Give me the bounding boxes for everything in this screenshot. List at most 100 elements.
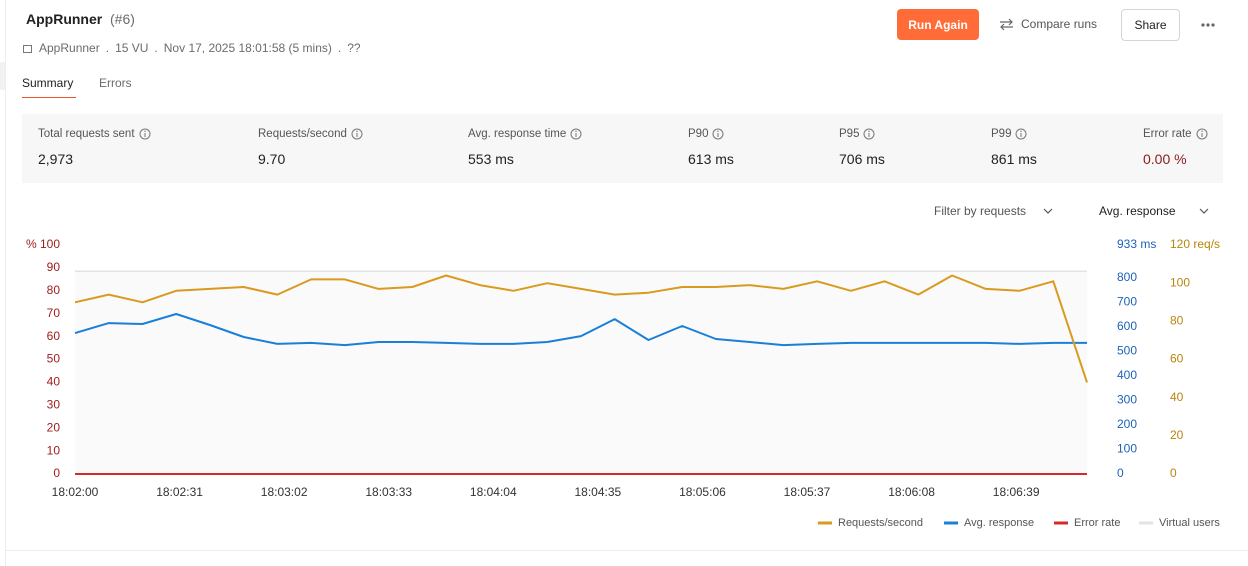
y-tick-label: 200 [1117, 417, 1137, 431]
x-tick-label: 18:03:33 [365, 485, 412, 499]
stats-panel [22, 114, 1223, 183]
info-icon[interactable] [351, 128, 363, 140]
x-tick-label: 18:04:35 [575, 485, 622, 499]
tab-summary[interactable]: Summary [22, 76, 74, 90]
run-title: AppRunner [26, 11, 103, 27]
legend-label: Virtual users [1159, 517, 1220, 529]
y-tick-label: 80 [47, 283, 61, 297]
meta-item: Nov 17, 2025 18:01:58 (5 mins) [163, 41, 332, 55]
y-tick-label: 90 [47, 260, 61, 274]
run-meta: AppRunner . 15 VU . Nov 17, 2025 18:01:5… [22, 41, 361, 55]
metric-dropdown[interactable]: Avg. response [1099, 204, 1210, 218]
y-tick-label: 40 [47, 375, 61, 389]
info-icon[interactable] [570, 128, 582, 140]
filter-label: Filter by requests [934, 204, 1027, 218]
y-tick-label: 0 [1170, 466, 1177, 480]
stat-label: Requests/second [258, 128, 363, 140]
metric-label: Avg. response [1099, 204, 1176, 218]
more-menu[interactable] [1200, 18, 1216, 32]
y-tick-label: 20 [47, 420, 61, 434]
stat-label-text: Error rate [1143, 128, 1192, 140]
stat-label: P95 [839, 128, 875, 140]
stat-label: P90 [688, 128, 724, 140]
y-tick-label: 933 ms [1117, 237, 1156, 251]
stat-label-text: P90 [688, 128, 709, 140]
y-tick-label: 60 [47, 329, 61, 343]
stat-label: Total requests sent [38, 128, 151, 140]
stat-label-text: Total requests sent [38, 128, 135, 140]
info-icon[interactable] [863, 128, 875, 140]
filter-dropdown[interactable]: Filter by requests [934, 204, 1054, 218]
stat-value: 2,973 [38, 151, 74, 167]
tab-errors[interactable]: Errors [99, 76, 132, 90]
y-tick-label: % 100 [26, 237, 60, 251]
stat-label: Error rate [1143, 128, 1208, 140]
compare-icon [1000, 18, 1013, 30]
y-tick-label: 100 [1170, 275, 1190, 289]
x-tick-label: 18:06:08 [888, 485, 935, 499]
divider [5, 0, 6, 566]
series-line [74, 274, 1088, 383]
meta-separator: . [337, 41, 342, 55]
y-tick-label: 0 [53, 466, 60, 480]
y-tick-label: 30 [47, 397, 61, 411]
run-again-button[interactable]: Run Again [897, 9, 979, 40]
meta-item: 15 VU [115, 41, 149, 55]
series-area [75, 271, 1087, 474]
y-tick-label: 500 [1117, 343, 1137, 357]
y-tick-label: 800 [1117, 270, 1137, 284]
x-tick-label: 18:05:06 [679, 485, 726, 499]
stat-label: Avg. response time [468, 128, 582, 140]
meta-item: ?? [347, 41, 361, 55]
stat-value: 613 ms [688, 151, 734, 167]
stat-value: 553 ms [468, 151, 514, 167]
x-tick-label: 18:03:02 [261, 485, 308, 499]
stat-value: 9.70 [258, 151, 286, 167]
x-tick-label: 18:02:31 [156, 485, 203, 499]
y-tick-label: 300 [1117, 393, 1137, 407]
stat-label-text: P95 [839, 128, 860, 140]
y-tick-label: 100 [1117, 442, 1137, 456]
stat-value: 706 ms [839, 151, 885, 167]
chevron [1199, 208, 1208, 214]
x-tick-label: 18:02:00 [52, 485, 99, 499]
legend-label: Error rate [1074, 517, 1120, 529]
share-button[interactable]: Share [1121, 9, 1180, 41]
x-tick-label: 18:06:39 [993, 485, 1040, 499]
meta-item: AppRunner [39, 41, 100, 55]
y-tick-label: 50 [47, 352, 61, 366]
meta-separator: . [154, 41, 158, 55]
compare-runs-button[interactable]: Compare runs [999, 17, 1097, 31]
stat-label: P99 [991, 128, 1027, 140]
sidebar-edge [0, 62, 5, 90]
x-tick-label: 18:05:37 [784, 485, 831, 499]
compare-label: Compare runs [1021, 17, 1098, 31]
info-icon[interactable] [139, 128, 151, 140]
y-tick-label: 70 [47, 306, 61, 320]
stat-label-text: P99 [991, 128, 1012, 140]
divider [5, 550, 1248, 551]
y-tick-label: 400 [1117, 368, 1137, 382]
stat-value: 861 ms [991, 151, 1037, 167]
y-tick-label: 120 req/s [1170, 237, 1220, 251]
y-tick-label: 40 [1170, 390, 1184, 404]
y-tick-label: 80 [1170, 314, 1184, 328]
legend-label: Avg. response [964, 517, 1034, 529]
info-icon[interactable] [1196, 128, 1208, 140]
x-tick-label: 18:04:04 [470, 485, 517, 499]
series-line [74, 313, 1087, 347]
stat-label-text: Requests/second [258, 128, 347, 140]
y-tick-label: 600 [1117, 319, 1137, 333]
run-number: (#6) [110, 11, 135, 27]
meta-separator: . [105, 41, 110, 55]
info-icon[interactable] [712, 128, 724, 140]
y-tick-label: 20 [1170, 428, 1184, 442]
info-icon[interactable] [1015, 128, 1027, 140]
y-tick-label: 700 [1117, 294, 1137, 308]
stat-label-text: Avg. response time [468, 128, 567, 140]
chevron [1043, 208, 1053, 214]
y-tick-label: 0 [1117, 466, 1124, 480]
collection-icon [23, 44, 32, 53]
tab-indicator [22, 97, 76, 98]
